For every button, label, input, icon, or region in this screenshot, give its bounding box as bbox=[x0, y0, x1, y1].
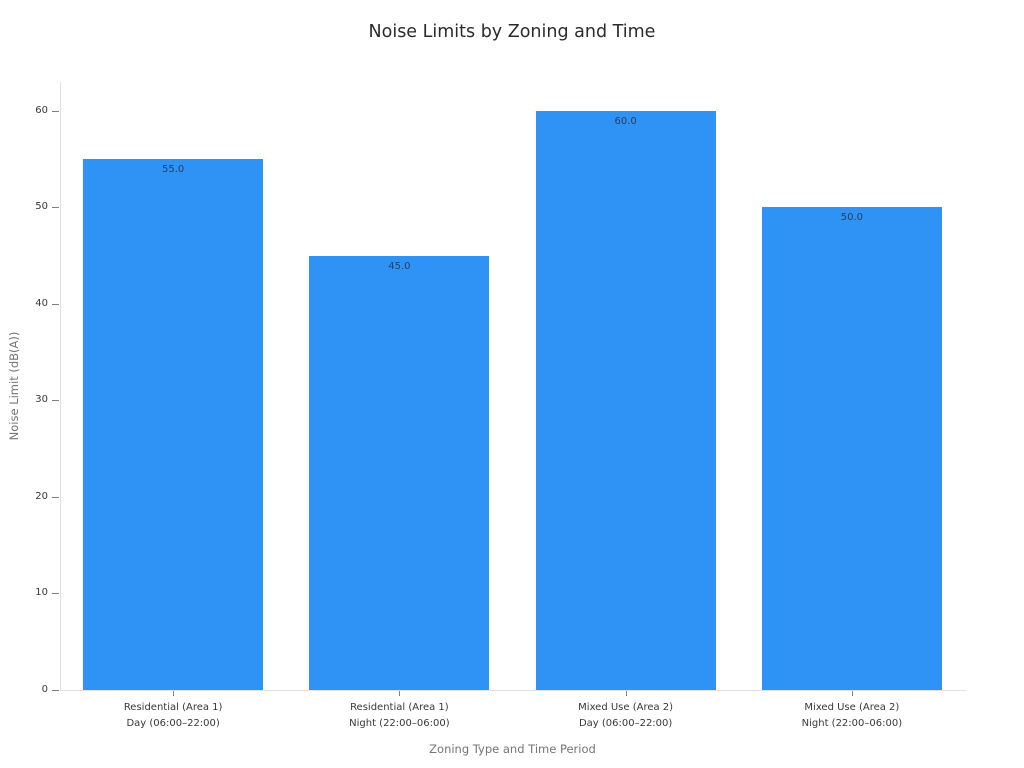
x-tick-label: Residential (Area 1) Night (22:00–06:00) bbox=[286, 700, 512, 732]
x-axis-title: Zoning Type and Time Period bbox=[429, 742, 596, 756]
bar: 50.0 bbox=[761, 207, 942, 690]
bar: 45.0 bbox=[309, 255, 490, 690]
x-tick-label-line2: Day (06:00–22:00) bbox=[126, 718, 220, 729]
y-tick-label: 20 bbox=[35, 490, 48, 502]
y-tick-mark bbox=[52, 496, 59, 498]
y-tick-label: 30 bbox=[35, 394, 48, 406]
y-tick-mark bbox=[52, 303, 59, 305]
chart-title: Noise Limits by Zoning and Time bbox=[368, 22, 656, 42]
y-tick-label: 40 bbox=[35, 297, 48, 309]
x-tick-label-line1: Residential (Area 1) bbox=[123, 702, 223, 713]
y-tick-mark bbox=[52, 400, 59, 402]
bar: 60.0 bbox=[535, 110, 716, 690]
bar-value-label: 45.0 bbox=[388, 260, 411, 272]
y-tick-mark bbox=[52, 690, 59, 691]
x-tick-label: Mixed Use (Area 2) Day (06:00–22:00) bbox=[513, 700, 739, 732]
y-tick-mark bbox=[52, 593, 59, 595]
x-tick-label-line2: Night (22:00–06:00) bbox=[349, 718, 450, 729]
x-tick-mark bbox=[625, 691, 627, 696]
y-tick-label: 50 bbox=[35, 201, 48, 213]
x-tick-label: Mixed Use (Area 2) Night (22:00–06:00) bbox=[739, 700, 965, 732]
x-tick-label: Residential (Area 1) Day (06:00–22:00) bbox=[60, 700, 286, 732]
x-tick-mark bbox=[399, 691, 401, 696]
bar-value-label: 55.0 bbox=[161, 164, 185, 176]
y-tick-mark bbox=[52, 110, 59, 112]
y-tick-mark bbox=[52, 207, 59, 209]
bar-value-label: 60.0 bbox=[614, 115, 637, 127]
x-tick-mark bbox=[851, 691, 853, 696]
bar-value-label: 50.0 bbox=[840, 212, 863, 224]
y-tick-label: 60 bbox=[35, 104, 48, 116]
x-tick-label-line2: Day (06:00–22:00) bbox=[578, 718, 673, 729]
x-tick-label-line1: Mixed Use (Area 2) bbox=[578, 702, 674, 713]
y-tick-label: 10 bbox=[35, 587, 48, 599]
x-tick-label-line2: Night (22:00–06:00) bbox=[801, 718, 903, 729]
y-tick-label: 0 bbox=[41, 684, 48, 695]
bar: 55.0 bbox=[83, 159, 264, 690]
y-axis-title: Noise Limit (dB(A)) bbox=[7, 331, 21, 441]
x-tick-label-line1: Mixed Use (Area 2) bbox=[804, 702, 900, 713]
x-tick-mark bbox=[173, 691, 175, 696]
x-tick-label-line1: Residential (Area 1) bbox=[350, 702, 449, 713]
